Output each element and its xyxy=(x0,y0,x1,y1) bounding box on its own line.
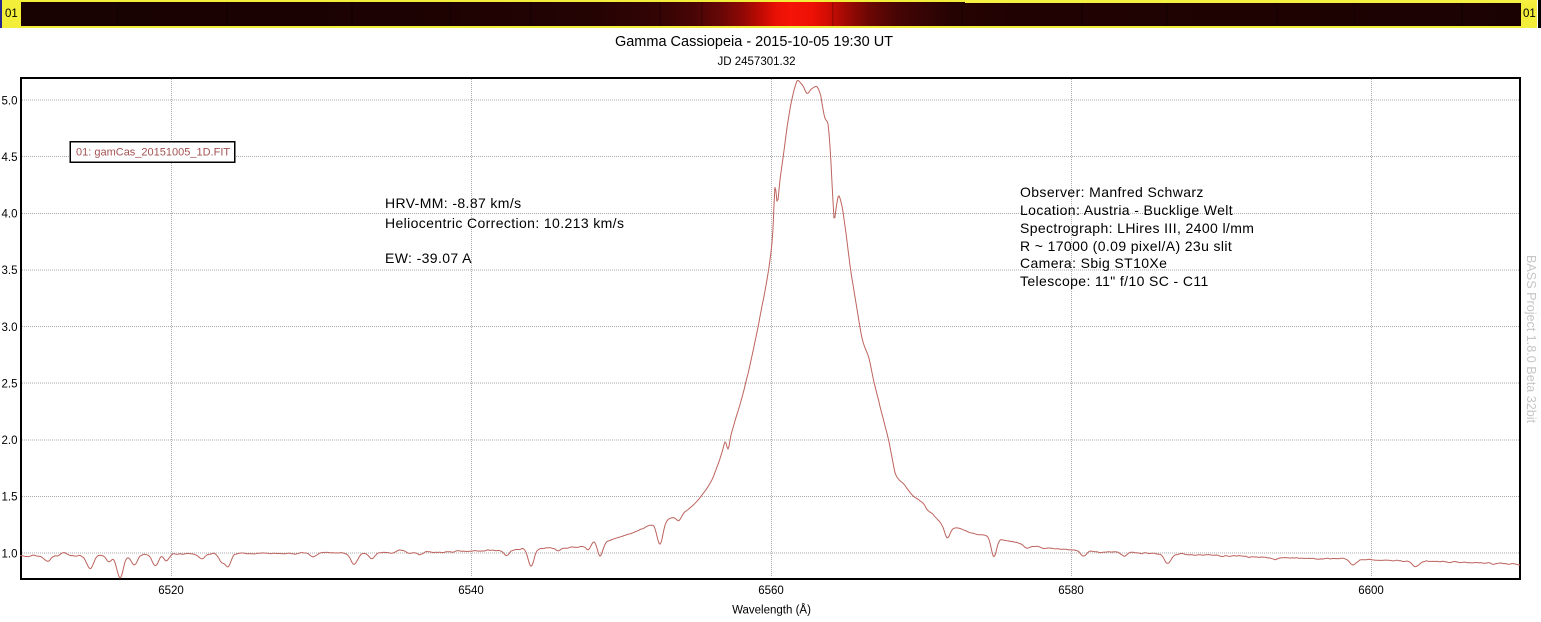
svg-text:2.5: 2.5 xyxy=(2,379,18,391)
svg-text:5.0: 5.0 xyxy=(2,95,18,107)
svg-text:1.5: 1.5 xyxy=(2,492,18,504)
svg-text:4.0: 4.0 xyxy=(2,209,18,221)
svg-text:1.0: 1.0 xyxy=(2,548,18,560)
svg-text:01: gamCas_20151005_1D.FIT: 01: gamCas_20151005_1D.FIT xyxy=(76,146,230,158)
svg-text:6600: 6600 xyxy=(1358,585,1384,597)
svg-text:Wavelength (Å): Wavelength (Å) xyxy=(732,604,811,617)
svg-text:2.0: 2.0 xyxy=(2,435,18,447)
svg-text:4.5: 4.5 xyxy=(2,152,18,164)
svg-text:3.5: 3.5 xyxy=(2,265,18,277)
svg-text:6580: 6580 xyxy=(1058,585,1084,597)
svg-text:6540: 6540 xyxy=(458,585,484,597)
svg-text:6520: 6520 xyxy=(158,585,184,597)
svg-text:6560: 6560 xyxy=(758,585,784,597)
svg-text:3.0: 3.0 xyxy=(2,322,18,334)
